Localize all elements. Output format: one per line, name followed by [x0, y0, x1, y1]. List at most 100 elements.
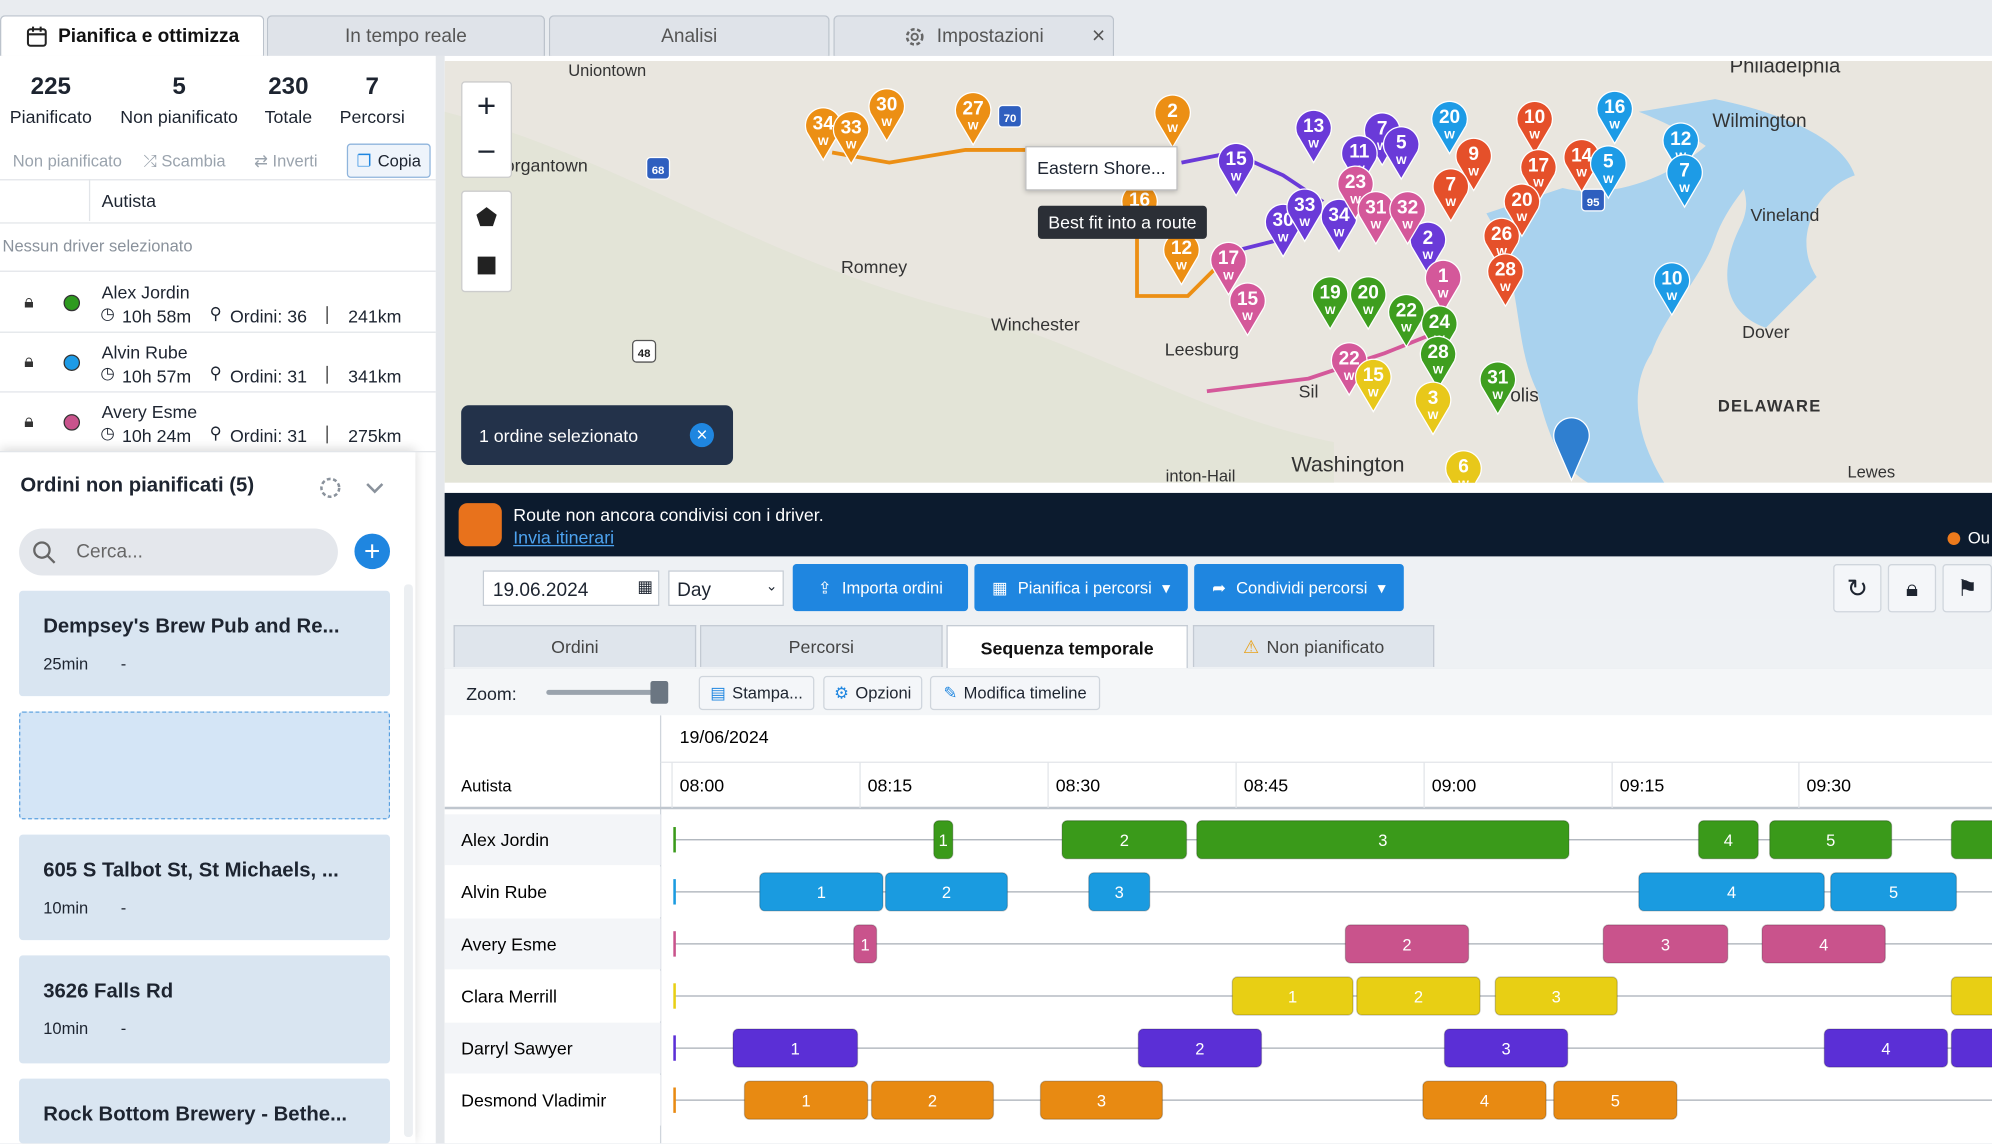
time-label: 09:00 — [1432, 775, 1477, 795]
place-label: Wilmington — [1712, 111, 1806, 132]
action[interactable]: Non pianificato — [13, 151, 122, 170]
lock-icon: 🔒︎ — [24, 350, 34, 371]
map-marker — [1419, 335, 1457, 390]
view-select[interactable]: Day ⌄ — [668, 570, 784, 606]
date-input[interactable]: 19.06.2024 ▦ — [482, 570, 660, 606]
row-label-bg — [444, 866, 661, 918]
splitter[interactable] — [435, 55, 445, 1144]
map-water — [1638, 99, 1855, 328]
marker-badge: W — [1517, 212, 1528, 224]
tab[interactable]: In tempo reale — [266, 15, 546, 56]
map-marker — [1354, 358, 1392, 413]
order-duration: 25min — [43, 654, 89, 674]
map-marker — [1516, 100, 1554, 155]
edit-timeline-button[interactable]: ✎ Modifica timeline — [929, 675, 1101, 711]
marker-badge: W — [1468, 166, 1479, 178]
stop-label: 2 — [1414, 988, 1423, 1006]
pin-button[interactable]: ⚑ — [1942, 564, 1992, 613]
time-label: 08:45 — [1244, 775, 1289, 795]
order-card[interactable]: 3626 Falls Rd 10min - — [19, 955, 391, 1064]
order-card[interactable]: Rock Bottom Brewery - Bethe... — [19, 1078, 391, 1144]
stop-label: 4 — [1724, 832, 1733, 850]
place-label: Philadelphia — [1730, 61, 1841, 77]
share-button[interactable]: ➦ Condividi percorsi ▾ — [1194, 564, 1404, 612]
stop-block — [933, 820, 954, 860]
slider-handle[interactable] — [650, 680, 669, 704]
tab[interactable]: Analisi — [548, 15, 830, 56]
marker-badge: W — [1396, 155, 1407, 167]
action[interactable]: ⤮ Scambia — [143, 151, 226, 171]
separator — [326, 365, 328, 384]
add-button[interactable]: + — [354, 533, 391, 570]
stop-block — [1602, 924, 1729, 964]
refresh-button[interactable]: ↻ — [1833, 564, 1882, 613]
map-marker — [1662, 122, 1700, 177]
stop-block — [1697, 820, 1759, 860]
marker-number: 1 — [1438, 266, 1449, 287]
order-title: 3626 Falls Rd — [43, 980, 174, 1003]
zoom-slider[interactable] — [546, 689, 661, 695]
options-button[interactable]: ⚙ Opzioni — [823, 675, 923, 711]
marker-number: 30 — [876, 95, 897, 116]
map-water — [1486, 137, 1792, 483]
marker-badge: W — [1334, 227, 1345, 239]
panel-icons[interactable] — [318, 474, 394, 502]
lock-button[interactable]: 🔒︎ — [1887, 564, 1937, 613]
place-label: Dover — [1742, 322, 1789, 342]
driver-name: Avery Esme — [101, 401, 198, 422]
banner-link[interactable]: Invia itinerari — [513, 527, 615, 548]
time-label: 08:15 — [868, 775, 913, 795]
search-box[interactable] — [19, 528, 338, 576]
marker-number: 17 — [1528, 156, 1549, 177]
zoom-control[interactable]: + − — [461, 81, 512, 178]
selected-marker — [1553, 417, 1590, 482]
marker-badge: W — [1500, 282, 1511, 294]
draw-control[interactable] — [461, 190, 512, 293]
time-label: 08:00 — [680, 775, 725, 795]
map-marker — [1596, 90, 1634, 145]
plan-button[interactable]: ▦ Pianifica i percorsi ▾ — [974, 564, 1188, 612]
timeline-bg — [444, 715, 1992, 1144]
stop-label: 1 — [1288, 988, 1297, 1006]
search-placeholder: Cerca... — [76, 541, 143, 563]
view-tab[interactable]: ⚠ Non pianificato — [1192, 625, 1435, 667]
time-label: 08:30 — [1056, 775, 1101, 795]
import-button[interactable]: ⇪ Importa ordini — [792, 564, 969, 612]
print-button[interactable]: ▤ Stampa... — [698, 675, 815, 711]
action[interactable]: ⇄ Inverti — [254, 151, 318, 171]
highway-number: 70 — [1004, 113, 1017, 125]
scrollbar[interactable] — [403, 584, 413, 1138]
column-header: Autista — [101, 190, 157, 211]
lock-icon: 🔒︎ — [24, 290, 34, 312]
tab-label: Impostazioni — [936, 25, 1044, 48]
map-marker — [1229, 282, 1266, 337]
copy-button[interactable]: ❐ Copia — [346, 143, 431, 178]
view-tab[interactable]: Ordini — [453, 625, 697, 667]
tab-label: Pianifica e ottimizza — [58, 25, 240, 48]
marker-badge: W — [1666, 291, 1677, 303]
marker-badge: W — [1176, 260, 1187, 272]
stop-block — [1761, 924, 1886, 964]
order-card[interactable]: 605 S Talbot St, St Michaels, ... 10min - — [19, 834, 391, 941]
tab[interactable]: Impostazioni × — [833, 15, 1115, 56]
close-icon[interactable]: × — [1091, 22, 1106, 49]
pin-icon: ⚲ — [209, 363, 222, 383]
stop-block — [1443, 1028, 1569, 1068]
view-tab[interactable]: Sequenza temporale — [946, 625, 1188, 669]
map-marker — [868, 88, 906, 143]
tab[interactable]: Pianifica e ottimizza — [0, 15, 265, 56]
marker-badge: W — [846, 140, 857, 152]
marker-number: 10 — [1661, 269, 1682, 290]
pin-icon: ⚲ — [209, 303, 222, 323]
table-header — [0, 179, 436, 224]
stop-block — [1638, 872, 1825, 912]
driver-name: Alex Jordin — [101, 282, 190, 303]
clear-selection[interactable]: × — [689, 423, 714, 448]
marker-number: 20 — [1358, 283, 1379, 304]
highway-number: 68 — [652, 165, 665, 177]
order-card[interactable]: Dempsey's Brew Pub and Re... 25min - — [19, 590, 391, 697]
marker-badge: W — [1377, 141, 1388, 153]
marker-number: 34 — [813, 114, 835, 135]
stop-block — [1494, 976, 1618, 1016]
view-tab[interactable]: Percorsi — [699, 625, 943, 667]
